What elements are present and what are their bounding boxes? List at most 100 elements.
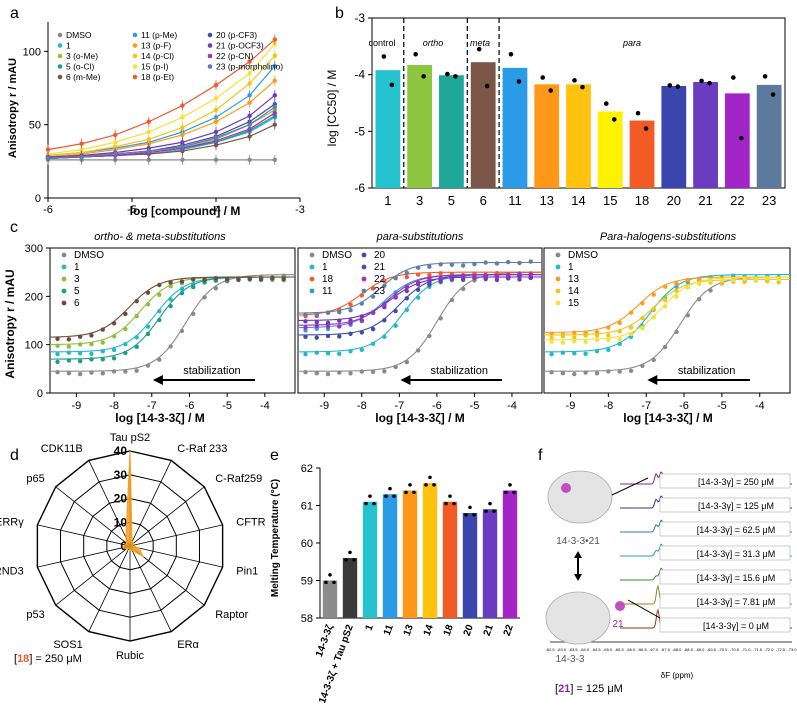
a-ytick-label: 50 [29,120,41,132]
panel-d: Tau pS2 C-Raf 233 C-Raf259 CFTR Pin1 Raptor ER… [0,432,266,665]
c-xtick-label: -5 [717,400,727,412]
f-note-prefix: [ [555,683,558,695]
c-point [640,316,645,321]
c-point [202,277,207,282]
c-point [617,341,622,347]
e-bar [502,490,518,618]
a-legend-marker [132,32,138,38]
c-point [314,335,319,340]
c-point [606,337,611,343]
c-point [415,287,421,293]
c-point [100,340,105,345]
c-point [617,336,622,342]
b-bar [502,67,528,188]
e-point [392,494,396,498]
b-group-control: control [368,38,395,48]
b-xtick-label: 3 [416,193,423,208]
e-point [388,486,392,491]
a-point [272,93,277,98]
a-point [146,129,151,135]
d-spoke [129,545,172,632]
c-point [157,282,162,288]
c-point [640,301,645,306]
c-point [337,318,342,323]
a-legend-label: 21 (p-OCF3) [216,41,264,51]
b-bars: 1 3 5 6 11 13 14 15 18 20 21 22 23 [375,46,782,208]
c-point [438,271,443,276]
e-bar [442,501,458,618]
b-point [476,46,482,52]
c-point [560,334,566,339]
c-point [628,368,634,373]
c-point [606,333,611,338]
c-point [348,302,353,307]
c-legend-marker [61,264,67,270]
c-point [449,262,455,268]
b-point [762,74,768,79]
a-point [272,110,277,116]
a-legend-label: 3 (o-Me) [66,51,98,61]
e-bar [402,490,418,618]
c-point [100,371,105,376]
c-point [134,344,139,350]
e-ytick-label: 61 [301,501,313,513]
e-point [492,509,496,513]
c-point [549,369,554,375]
c-point [415,295,421,300]
b-point [667,83,673,88]
e-xtick-label: 21 [482,623,496,638]
c-point [674,329,679,335]
panel-label-c: c [10,219,18,236]
c-point [494,274,500,279]
d-axis-label: RND3 [0,565,24,577]
c-point [145,302,151,307]
a-point [79,147,84,152]
c-point [696,281,702,287]
a-point [213,107,219,113]
c-point [438,275,443,281]
c-point [247,276,252,281]
c-point [303,352,308,357]
c-point [157,292,162,297]
c-point [393,275,398,281]
c-point [100,327,105,332]
f-conc-label: [14-3-3γ] = 0 μM [703,621,769,631]
b-bar [439,75,464,188]
d-axis-label: Tau pS2 [110,432,150,444]
a-xtick-label: -3 [295,204,305,216]
a-legend-label: 15 (p-I) [141,62,169,72]
c-point [517,277,522,282]
c-xtick-label: -6 [432,400,442,412]
c-point [594,337,600,343]
a-legend-label: 23 (p-morpholino) [216,62,283,72]
d-spoke [129,486,205,547]
c-point [191,311,196,317]
b-bar [375,70,401,188]
b-bar [534,84,560,188]
e-bar [362,501,378,618]
b-point [389,82,395,88]
b-point [508,51,514,57]
a-point [272,63,277,69]
e-xtick-label: 14 [422,623,436,638]
c-legend-label: 11 [322,286,333,297]
f-ppm-tick-label: -70.5 [730,647,740,652]
a-legend-label: 13 (p-F) [141,41,171,51]
c-legend-label: 23 [374,286,386,297]
a-point [213,129,219,135]
c-point [472,274,477,280]
a-point [247,71,252,76]
f-protein-label: 14-3-3 [556,654,585,665]
e-bar [422,483,438,618]
e-point [488,501,492,506]
b-xtick-label: 21 [698,193,712,208]
f-label-box [659,593,791,609]
c-legend-label: 13 [568,274,580,285]
c-point [617,320,622,325]
c-point [517,260,522,266]
c-fit-line [543,274,791,353]
b-xtick-label: 11 [508,193,522,208]
c-point [427,264,432,269]
c-point [438,316,443,321]
